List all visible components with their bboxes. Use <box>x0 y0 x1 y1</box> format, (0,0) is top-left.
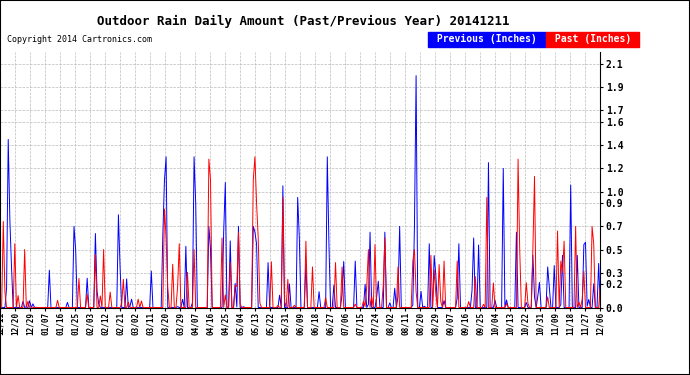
Text: Past (Inches): Past (Inches) <box>549 34 637 44</box>
Text: Copyright 2014 Cartronics.com: Copyright 2014 Cartronics.com <box>7 35 152 44</box>
Text: Previous (Inches): Previous (Inches) <box>431 34 543 44</box>
Text: Outdoor Rain Daily Amount (Past/Previous Year) 20141211: Outdoor Rain Daily Amount (Past/Previous… <box>97 15 510 28</box>
